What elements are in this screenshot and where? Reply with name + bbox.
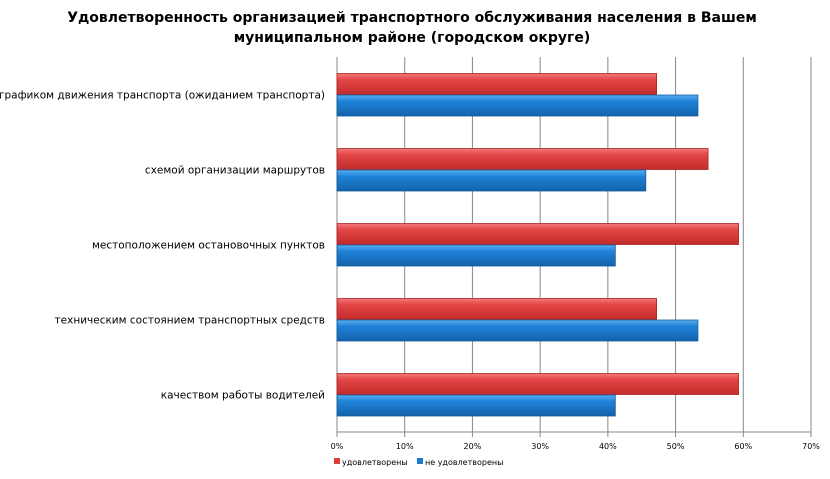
bar-satisfied	[336, 148, 709, 170]
x-tick-label: 20%	[464, 442, 482, 451]
legend-swatch-unsatisfied	[417, 458, 423, 464]
category-label: техническим состоянием транспортных сред…	[55, 315, 325, 327]
chart-title-line-1: Удовлетворенность организацией транспорт…	[67, 10, 757, 26]
bar-unsatisfied	[336, 244, 616, 267]
legend: удовлетворены не удовлетворены	[334, 458, 503, 467]
bar-unsatisfied	[336, 169, 647, 192]
category-label: графиком движения транспорта (ожиданием …	[0, 90, 325, 102]
bar-satisfied	[336, 373, 739, 395]
legend-label-unsatisfied: не удовлетворены	[425, 458, 503, 467]
x-tick-label: 60%	[734, 442, 752, 451]
bar-satisfied	[336, 298, 658, 320]
chart-title-line-2: муниципальном районе (городском округе)	[234, 30, 591, 46]
bar-satisfied	[336, 73, 658, 95]
legend-swatch-satisfied	[334, 458, 340, 464]
x-tick-label: 70%	[802, 442, 820, 451]
x-tick-label: 30%	[531, 442, 549, 451]
category-label: схемой организации маршрутов	[145, 165, 325, 177]
category-label: качеством работы водителей	[161, 390, 325, 402]
x-tick-label: 10%	[396, 442, 414, 451]
legend-label-satisfied: удовлетворены	[342, 458, 408, 467]
bar-satisfied	[336, 223, 739, 245]
bar-unsatisfied	[336, 94, 699, 117]
category-label: местоположением остановочных пунктов	[92, 240, 325, 252]
bar-unsatisfied	[336, 394, 616, 417]
bar-unsatisfied	[336, 319, 699, 342]
x-tick-label: 50%	[667, 442, 685, 451]
x-tick-label: 40%	[599, 442, 617, 451]
x-tick-label: 0%	[331, 442, 344, 451]
